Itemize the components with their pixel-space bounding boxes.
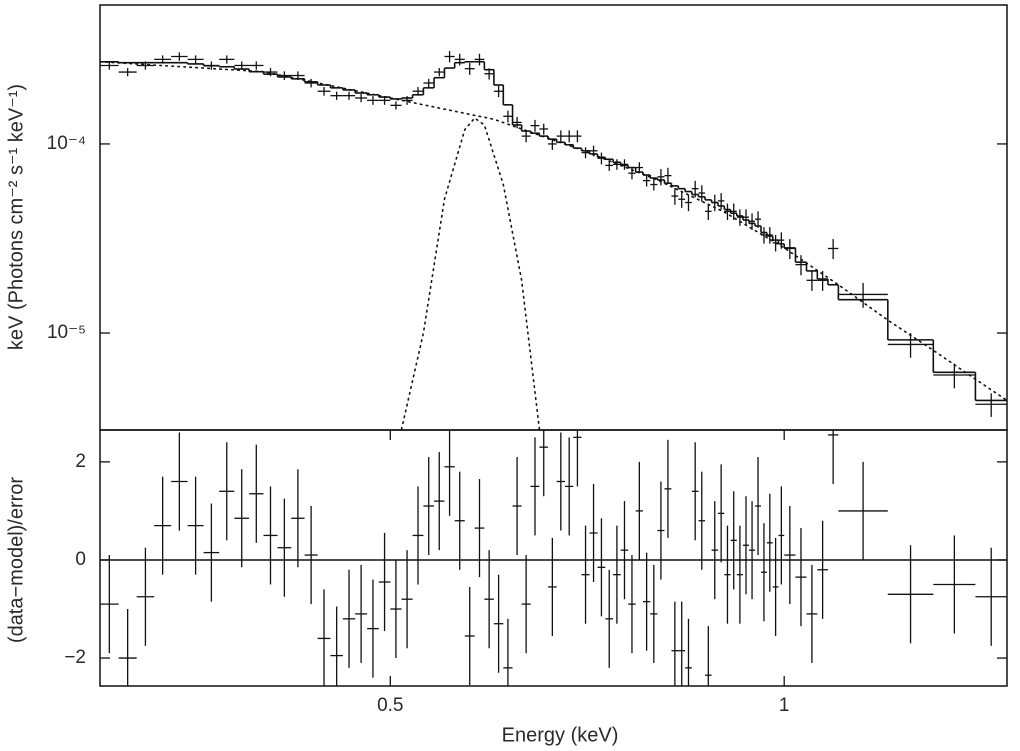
y-tick-label: 10⁻⁵ (47, 322, 86, 343)
y-tick-label: 2 (75, 451, 86, 472)
y-tick-label: 0 (75, 549, 86, 570)
y-tick-label: −2 (64, 647, 86, 668)
y-tick-label: 10⁻⁴ (47, 133, 86, 154)
panel-frame (99, 429, 1008, 687)
x-axis-label: Energy (keV) (502, 724, 619, 746)
plot-area (100, 430, 1007, 686)
x-tick-label: 1 (779, 695, 790, 716)
model-component (100, 60, 1007, 402)
x-tick-label: 0.5 (377, 695, 403, 716)
y-axis-label: keV (Photons cm⁻² s⁻¹ keV⁻¹) (5, 84, 27, 350)
plot-area (100, 51, 1007, 430)
model-component (400, 117, 541, 430)
y-axis-label: (data−model)/error (5, 477, 27, 644)
